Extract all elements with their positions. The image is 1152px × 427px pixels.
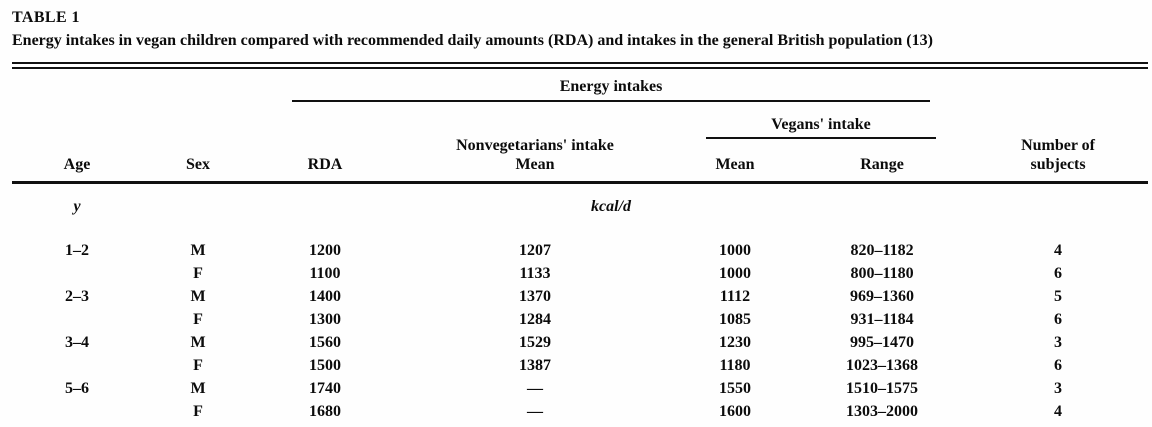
header-vegans-intake-group: Vegans' intake (674, 102, 968, 139)
cell-sex: F (193, 311, 203, 328)
cell-subjects: 4 (1054, 242, 1063, 259)
table-label: TABLE 1 (12, 9, 80, 26)
header-vegan-mean: Mean (674, 139, 796, 184)
cell-rda: 1740 (309, 380, 341, 397)
cell-rda: 1200 (309, 242, 341, 259)
cell-subjects: 6 (1054, 357, 1063, 374)
cell-rda: 1300 (309, 311, 341, 328)
table-row: F 1100 1133 1000 800–1180 6 (12, 262, 1148, 285)
cell-subjects: 3 (1054, 334, 1063, 351)
cell-vegan-range: 969–1360 (850, 288, 915, 305)
table-row: 3–4 M 1560 1529 1230 995–1470 3 (12, 331, 1148, 354)
cell-subjects: 6 (1054, 311, 1063, 328)
header-spacer (968, 66, 1148, 103)
cell-vegan-mean: 1550 (719, 380, 751, 397)
table-row: 5–6 M 1740 — 1550 1510–1575 3 (12, 377, 1148, 400)
cell-sex: M (190, 380, 206, 397)
cell-subjects: 4 (1054, 403, 1063, 420)
cell-vegan-mean: 1000 (719, 265, 751, 282)
cell-sex: M (190, 334, 206, 351)
table-body: y kcal/d 1–2 M 1200 1207 1000 820–1182 4… (12, 183, 1148, 427)
cell-vegan-range: 800–1180 (850, 265, 914, 282)
header-spacer (12, 66, 254, 103)
cell-age (12, 400, 142, 427)
cell-rda: 1680 (309, 403, 341, 420)
cell-nonveg-mean: 1529 (519, 334, 551, 351)
cell-age: 1–2 (65, 242, 89, 259)
cell-vegan-mean: 1000 (719, 242, 751, 259)
cell-subjects: 5 (1054, 288, 1063, 305)
vegans-group-label: Vegans' intake (706, 115, 937, 139)
header-energy-intakes-group: Energy intakes (254, 66, 968, 102)
cell-nonveg-mean: — (527, 403, 543, 420)
energy-unit: kcal/d (591, 198, 632, 215)
header-group-row: Energy intakes (12, 66, 1148, 103)
table-row: 2–3 M 1400 1370 1112 969–1360 5 (12, 285, 1148, 308)
header-subjects-line1: Number of (1021, 137, 1095, 154)
cell-nonveg-mean: 1284 (519, 311, 551, 328)
age-unit: y (73, 198, 81, 215)
cell-vegan-mean: 1180 (719, 357, 751, 374)
cell-age (12, 354, 142, 377)
cell-vegan-mean: 1230 (719, 334, 751, 351)
header-number-of-subjects: Number of subjects (968, 102, 1149, 184)
cell-nonveg-mean: 1387 (519, 357, 551, 374)
cell-nonveg-mean: 1370 (519, 288, 551, 305)
cell-rda: 1100 (309, 265, 341, 282)
header-subgroup-row: Age Sex RDA Nonvegetarians' intake Mean … (12, 102, 1149, 184)
header-nonveg-line1: Nonvegetarians' intake (456, 137, 614, 154)
cell-nonveg-mean: — (527, 380, 543, 397)
cell-rda: 1500 (309, 357, 341, 374)
energy-group-label: Energy intakes (292, 77, 931, 102)
empty-cell (968, 183, 1148, 240)
cell-sex: F (193, 403, 203, 420)
units-row: y kcal/d (12, 183, 1148, 240)
header-vegan-range: Range (796, 139, 969, 184)
header-nonvegetarians-intake: Nonvegetarians' intake Mean (396, 102, 674, 184)
cell-vegan-range: 995–1470 (850, 334, 915, 351)
cell-nonveg-mean: 1133 (519, 265, 551, 282)
cell-age (12, 262, 142, 285)
cell-age: 2–3 (65, 288, 89, 305)
table-row: 1–2 M 1200 1207 1000 820–1182 4 (12, 239, 1148, 262)
cell-subjects: 6 (1054, 265, 1063, 282)
table-caption: Energy intakes in vegan children compare… (12, 32, 933, 49)
header-age: Age (12, 102, 142, 184)
cell-subjects: 3 (1054, 380, 1063, 397)
table-header: Energy intakes Age Sex RDA Nonvegetarian… (12, 66, 1149, 184)
cell-sex: F (193, 357, 203, 374)
cell-nonveg-mean: 1207 (519, 242, 551, 259)
cell-vegan-range: 931–1184 (850, 311, 914, 328)
cell-vegan-range: 820–1182 (850, 242, 914, 259)
cell-rda: 1400 (309, 288, 341, 305)
header-sex: Sex (142, 102, 254, 184)
cell-vegan-mean: 1112 (719, 288, 751, 305)
cell-vegan-mean: 1600 (719, 403, 751, 420)
cell-age: 3–4 (65, 334, 89, 351)
table-row: F 1680 — 1600 1303–2000 4 (12, 400, 1148, 427)
cell-vegan-range: 1023–1368 (846, 357, 919, 374)
empty-cell (142, 183, 254, 240)
cell-sex: F (193, 265, 203, 282)
cell-age (12, 308, 142, 331)
table-row: F 1500 1387 1180 1023–1368 6 (12, 354, 1148, 377)
cell-vegan-range: 1510–1575 (846, 380, 919, 397)
header-rda: RDA (254, 102, 396, 184)
header-nonveg-line2: Mean (515, 156, 555, 173)
table-row: F 1300 1284 1085 931–1184 6 (12, 308, 1148, 331)
cell-sex: M (190, 288, 206, 305)
energy-intakes-table: Energy intakes Age Sex RDA Nonvegetarian… (12, 62, 1149, 427)
cell-rda: 1560 (309, 334, 341, 351)
cell-sex: M (190, 242, 206, 259)
header-subjects-line2: subjects (1030, 156, 1086, 173)
cell-vegan-range: 1303–2000 (846, 403, 919, 420)
cell-age: 5–6 (65, 380, 89, 397)
header-leaf-row: Mean Range (12, 139, 1148, 184)
cell-vegan-mean: 1085 (719, 311, 751, 328)
